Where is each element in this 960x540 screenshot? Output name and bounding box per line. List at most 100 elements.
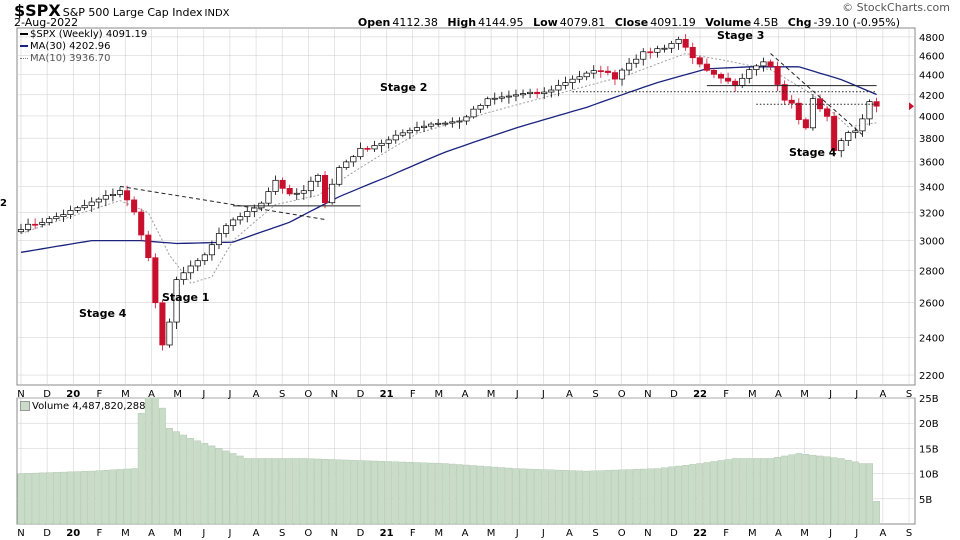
stage-annotation: Stage 3 — [717, 29, 764, 42]
candle — [131, 196, 138, 215]
volume-bar — [300, 458, 308, 525]
volume-bar — [109, 469, 117, 525]
x-tick-label: J — [227, 528, 231, 539]
candle-body — [541, 91, 548, 94]
volume-bar — [625, 469, 633, 525]
volume-value: 4.5B — [753, 16, 779, 29]
candle — [484, 96, 491, 109]
volume-bar — [399, 461, 407, 525]
candle — [88, 197, 95, 212]
candle-body — [463, 116, 470, 122]
candle — [767, 59, 774, 70]
candle-body — [668, 43, 675, 49]
candle-body — [81, 205, 88, 209]
price-tick-label: 3600 — [919, 158, 944, 169]
candle — [618, 67, 626, 86]
candle-body — [17, 229, 25, 233]
x-tick-label: N — [644, 528, 651, 539]
volume-bar — [166, 428, 173, 525]
candle-body — [244, 211, 251, 217]
candle-body — [67, 210, 74, 215]
volume-bar — [717, 460, 725, 525]
legend-volume: Volume 4,487,820,288 — [20, 401, 146, 412]
candle-body — [739, 77, 746, 86]
x-tick-label: 21 — [380, 389, 394, 400]
candle — [244, 207, 251, 223]
x-tick-label: M — [487, 528, 496, 539]
candle-body — [392, 134, 399, 141]
candle-body — [413, 127, 421, 131]
candle-body — [53, 216, 60, 220]
volume-bar — [441, 463, 449, 525]
volume-bar — [349, 460, 357, 525]
trendline-dashed — [119, 185, 326, 220]
candle-body — [732, 80, 739, 86]
volume-bar — [24, 473, 32, 525]
candle — [39, 217, 46, 228]
candle-body — [498, 96, 505, 99]
candle-body — [208, 244, 215, 256]
candle-body — [187, 265, 194, 274]
candle — [725, 72, 732, 84]
volume-swatch — [20, 401, 30, 411]
candle — [223, 223, 230, 238]
candle — [647, 47, 654, 59]
volume-bar — [844, 459, 852, 525]
candle-body — [647, 51, 654, 54]
volume-bar — [562, 470, 569, 525]
volume-bar — [837, 458, 845, 525]
x-tick-label: S — [906, 528, 912, 539]
volume-bar — [675, 465, 682, 525]
candle — [343, 159, 350, 170]
volume-bar — [618, 469, 626, 525]
candle-body — [866, 101, 873, 120]
price-tick-label: 2200 — [919, 371, 944, 382]
candle — [852, 127, 859, 139]
volume-bar — [427, 462, 435, 525]
x-tick-label: N — [17, 389, 24, 400]
candle-body — [357, 147, 364, 158]
volume-bar — [477, 465, 484, 525]
volume-bar — [173, 431, 180, 525]
x-tick-label: A — [253, 528, 260, 539]
candle — [597, 65, 604, 78]
x-tick-label: M — [487, 389, 496, 400]
exchange: INDX — [204, 8, 230, 19]
candle-body — [194, 260, 201, 267]
x-tick-label: S — [279, 528, 285, 539]
x-tick-label: M — [748, 389, 757, 400]
price-tick-label: 2400 — [919, 333, 944, 344]
candle — [661, 44, 668, 53]
price-tick-label: 2800 — [919, 267, 944, 278]
candle — [406, 127, 413, 139]
candle — [237, 212, 244, 225]
x-tick-label: M — [800, 528, 809, 539]
candle — [633, 54, 640, 68]
x-tick-label: D — [43, 528, 51, 539]
candle-body — [703, 63, 710, 71]
legend-ma30-label: MA(30) 4202.96 — [30, 41, 111, 52]
candle-body — [576, 76, 583, 80]
candle — [562, 76, 569, 90]
candle-body — [512, 94, 519, 97]
symbol: $SPX — [14, 1, 61, 20]
candle-body — [618, 69, 626, 80]
x-tick-label: A — [879, 389, 886, 400]
candle-body — [39, 222, 46, 225]
candle — [555, 79, 562, 97]
volume-bar — [364, 460, 371, 525]
volume-bar — [229, 453, 237, 525]
candle-body — [548, 89, 555, 93]
candle — [611, 69, 618, 86]
volume-bar — [243, 458, 251, 525]
volume-bar — [250, 458, 258, 525]
volume-bar — [38, 472, 46, 525]
stockcharts-logo[interactable]: © StockCharts.com — [842, 1, 950, 14]
candle-body — [300, 190, 307, 194]
candle-body — [661, 47, 668, 50]
candle-body — [477, 105, 484, 110]
candle — [17, 223, 25, 234]
candle — [717, 72, 725, 84]
price-tick-label: 4800 — [919, 33, 944, 44]
volume-bar — [357, 460, 364, 525]
